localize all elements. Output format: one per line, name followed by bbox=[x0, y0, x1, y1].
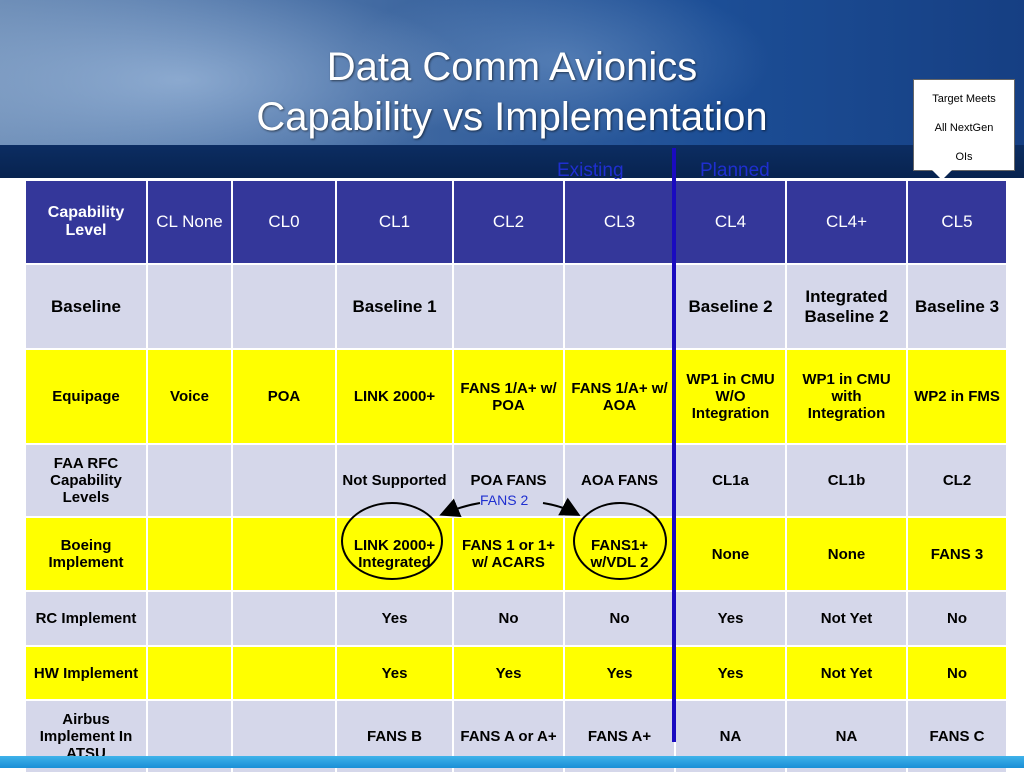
target-line-2: All NextGen bbox=[934, 122, 994, 134]
table-cell: LINK 2000+ bbox=[335, 348, 454, 445]
row-label: Baseline bbox=[24, 263, 148, 350]
table-cell: WP1 in CMU W/O Integration bbox=[674, 348, 787, 445]
table-cell: Yes bbox=[563, 645, 676, 701]
legend-planned: Planned bbox=[700, 160, 770, 181]
row-label: RC Implement bbox=[24, 590, 148, 647]
table-cell bbox=[231, 263, 337, 350]
table-cell: None bbox=[785, 516, 908, 592]
row-label: HW Implement bbox=[24, 645, 148, 701]
table-cell: CL1b bbox=[785, 443, 908, 518]
banner-ground bbox=[0, 145, 1024, 178]
callout-pointer bbox=[932, 170, 952, 180]
table-cell bbox=[146, 645, 233, 701]
table-cell: WP1 in CMU with Integration bbox=[785, 348, 908, 445]
table-cell: Not Yet bbox=[785, 645, 908, 701]
table-cell: No bbox=[906, 590, 1008, 647]
table-row: HW Implement Yes Yes Yes Yes Not Yet No bbox=[24, 645, 1008, 701]
table-cell bbox=[231, 590, 337, 647]
table-cell: CL1a bbox=[674, 443, 787, 518]
table-cell: AOA FANS bbox=[563, 443, 676, 518]
table-cell: POA bbox=[231, 348, 337, 445]
footer-bar bbox=[0, 756, 1024, 768]
table-cell: Not Supported bbox=[335, 443, 454, 518]
header-cell: CL None bbox=[146, 179, 233, 265]
table-cell: FANS 1/A+ w/ POA bbox=[452, 348, 565, 445]
table-cell: Yes bbox=[674, 590, 787, 647]
table-cell bbox=[146, 516, 233, 592]
table-cell: Baseline 2 bbox=[674, 263, 787, 350]
row-label: Equipage bbox=[24, 348, 148, 445]
target-line-3: OIs bbox=[955, 151, 973, 163]
table-cell: Not Yet bbox=[785, 590, 908, 647]
table-cell bbox=[563, 263, 676, 350]
table-cell: Baseline 1 bbox=[335, 263, 454, 350]
table-cell bbox=[231, 516, 337, 592]
slide-title: Data Comm Avionics Capability vs Impleme… bbox=[140, 42, 884, 142]
title-line-2: Capability vs Implementation bbox=[256, 95, 768, 139]
row-label: Boeing Implement bbox=[24, 516, 148, 592]
table-cell: Yes bbox=[335, 590, 454, 647]
table-cell bbox=[231, 443, 337, 518]
table-cell: FANS 1/A+ w/ AOA bbox=[563, 348, 676, 445]
table-cell: Yes bbox=[452, 645, 565, 701]
header-cell: CL4 bbox=[674, 179, 787, 265]
table-cell bbox=[452, 263, 565, 350]
header-row: Capability Level CL None CL0 CL1 CL2 CL3… bbox=[24, 179, 1008, 265]
table-cell: None bbox=[674, 516, 787, 592]
header-cell: CL4+ bbox=[785, 179, 908, 265]
table-cell: Integrated Baseline 2 bbox=[785, 263, 908, 350]
target-callout: Target Meets All NextGen OIs bbox=[913, 79, 1015, 171]
title-banner bbox=[0, 0, 1024, 178]
table-cell: FANS1+ w/VDL 2 bbox=[563, 516, 676, 592]
target-line-1: Target Meets bbox=[932, 93, 996, 105]
table-cell: No bbox=[452, 590, 565, 647]
banner-sky-image bbox=[0, 0, 1024, 160]
header-cell: CL5 bbox=[906, 179, 1008, 265]
table-cell: Baseline 3 bbox=[906, 263, 1008, 350]
table-cell: LINK 2000+ Integrated bbox=[335, 516, 454, 592]
table-cell: CL2 bbox=[906, 443, 1008, 518]
table-row: Equipage Voice POA LINK 2000+ FANS 1/A+ … bbox=[24, 348, 1008, 445]
fans2-annotation: FANS 2 bbox=[480, 492, 529, 508]
header-cell: CL0 bbox=[231, 179, 337, 265]
header-cell: CL3 bbox=[563, 179, 676, 265]
table-cell bbox=[146, 263, 233, 350]
table-cell: FANS 1 or 1+ w/ ACARS bbox=[452, 516, 565, 592]
row-label: FAA RFC Capability Levels bbox=[24, 443, 148, 518]
capability-table: Capability Level CL None CL0 CL1 CL2 CL3… bbox=[24, 179, 1008, 774]
table-cell bbox=[146, 590, 233, 647]
table-row: RC Implement Yes No No Yes Not Yet No bbox=[24, 590, 1008, 647]
existing-planned-divider bbox=[672, 148, 676, 742]
table-cell: FANS 3 bbox=[906, 516, 1008, 592]
title-line-1: Data Comm Avionics bbox=[326, 45, 698, 89]
table-cell bbox=[146, 443, 233, 518]
header-cell: CL2 bbox=[452, 179, 565, 265]
table-cell: WP2 in FMS bbox=[906, 348, 1008, 445]
legend-existing: Existing bbox=[557, 160, 624, 181]
table-cell bbox=[231, 645, 337, 701]
table-row: Boeing Implement LINK 2000+ Integrated F… bbox=[24, 516, 1008, 592]
table-cell: No bbox=[906, 645, 1008, 701]
header-cell: Capability Level bbox=[24, 179, 148, 265]
table-cell: Voice bbox=[146, 348, 233, 445]
table-cell: Yes bbox=[335, 645, 454, 701]
header-cell: CL1 bbox=[335, 179, 454, 265]
table-cell: No bbox=[563, 590, 676, 647]
table-cell: Yes bbox=[674, 645, 787, 701]
table-row: Baseline Baseline 1 Baseline 2 Integrate… bbox=[24, 263, 1008, 350]
